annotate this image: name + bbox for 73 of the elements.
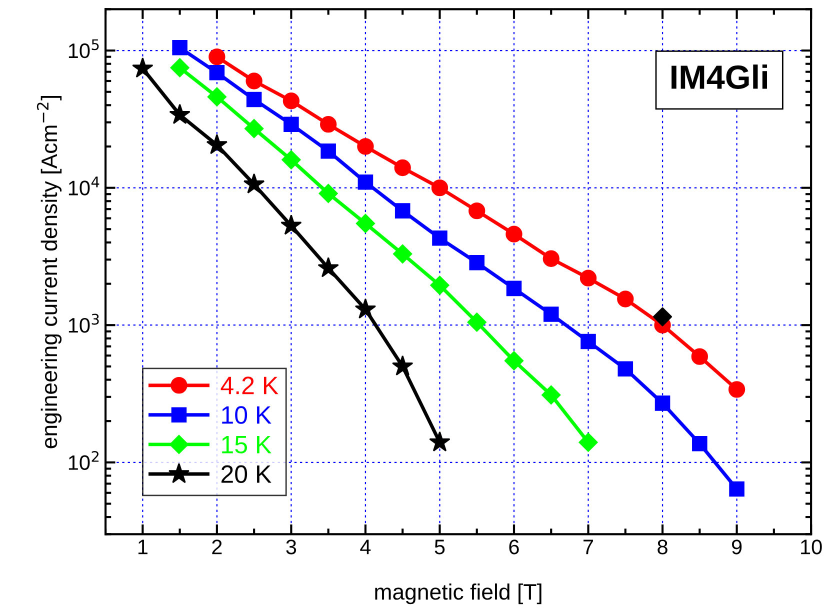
point [543, 306, 559, 322]
point [542, 385, 561, 404]
point [243, 173, 265, 194]
point [172, 40, 188, 56]
point [430, 276, 450, 295]
point [542, 250, 560, 267]
x-tick-label: 9 [732, 540, 742, 554]
point [246, 92, 262, 108]
x-tick-label: 3 [286, 540, 296, 554]
point [318, 257, 339, 278]
point [207, 87, 226, 106]
point [617, 290, 634, 308]
point [506, 226, 522, 242]
point [580, 270, 597, 286]
legend-label: 20 K [221, 465, 272, 483]
x-axis-title: magnetic field [T] [375, 583, 542, 604]
point [652, 307, 672, 326]
y-tick-label: 10$^{3}$ [68, 314, 99, 333]
x-tick-label: 1 [138, 540, 148, 554]
point [691, 348, 708, 365]
y-tick-label: 10$^{5}$ [68, 39, 99, 58]
point [728, 381, 746, 398]
x-tick-label: 7 [584, 540, 594, 554]
point [358, 174, 374, 190]
point [170, 58, 190, 78]
point [729, 481, 744, 497]
point [392, 355, 414, 376]
annotation: IM4Gli [672, 64, 767, 90]
point [467, 312, 486, 332]
point [169, 104, 190, 124]
x-tick-label: 8 [658, 540, 668, 554]
point [244, 119, 264, 138]
y-tick-label: 10$^{4}$ [68, 176, 100, 196]
point [578, 432, 598, 452]
point [209, 65, 225, 80]
legend-label: 15 K [222, 436, 272, 454]
point [320, 116, 337, 133]
y-axis-title: engineering current density [Acm$^{−2}$] [36, 96, 62, 448]
point [469, 255, 484, 270]
point [318, 184, 338, 203]
x-tick-label: 5 [434, 540, 445, 554]
legend-label: 10 K [222, 406, 272, 424]
point [356, 214, 375, 233]
point [506, 280, 522, 296]
point [394, 159, 411, 176]
point [206, 134, 228, 154]
point [432, 230, 448, 246]
point [282, 150, 301, 170]
point [580, 334, 596, 350]
point [132, 57, 154, 78]
legend-label: 4.2 K [220, 376, 278, 394]
point [393, 244, 412, 264]
point [504, 351, 524, 370]
x-tick-label: 2 [212, 540, 222, 554]
point [246, 72, 262, 90]
point [429, 431, 450, 452]
point [618, 361, 634, 377]
point [468, 202, 486, 220]
point [394, 203, 410, 218]
point [692, 436, 708, 452]
x-tick-label: 6 [509, 540, 519, 554]
point [208, 48, 226, 66]
point [320, 144, 336, 159]
point [357, 138, 374, 155]
point [284, 116, 299, 132]
point [282, 92, 300, 110]
x-tick-label: 10 [801, 540, 822, 554]
point [354, 298, 376, 319]
point [654, 396, 670, 411]
point [280, 214, 302, 235]
point [431, 179, 448, 196]
x-tick-label: 4 [360, 540, 371, 554]
y-tick-label: 10$^{2}$ [68, 450, 99, 470]
